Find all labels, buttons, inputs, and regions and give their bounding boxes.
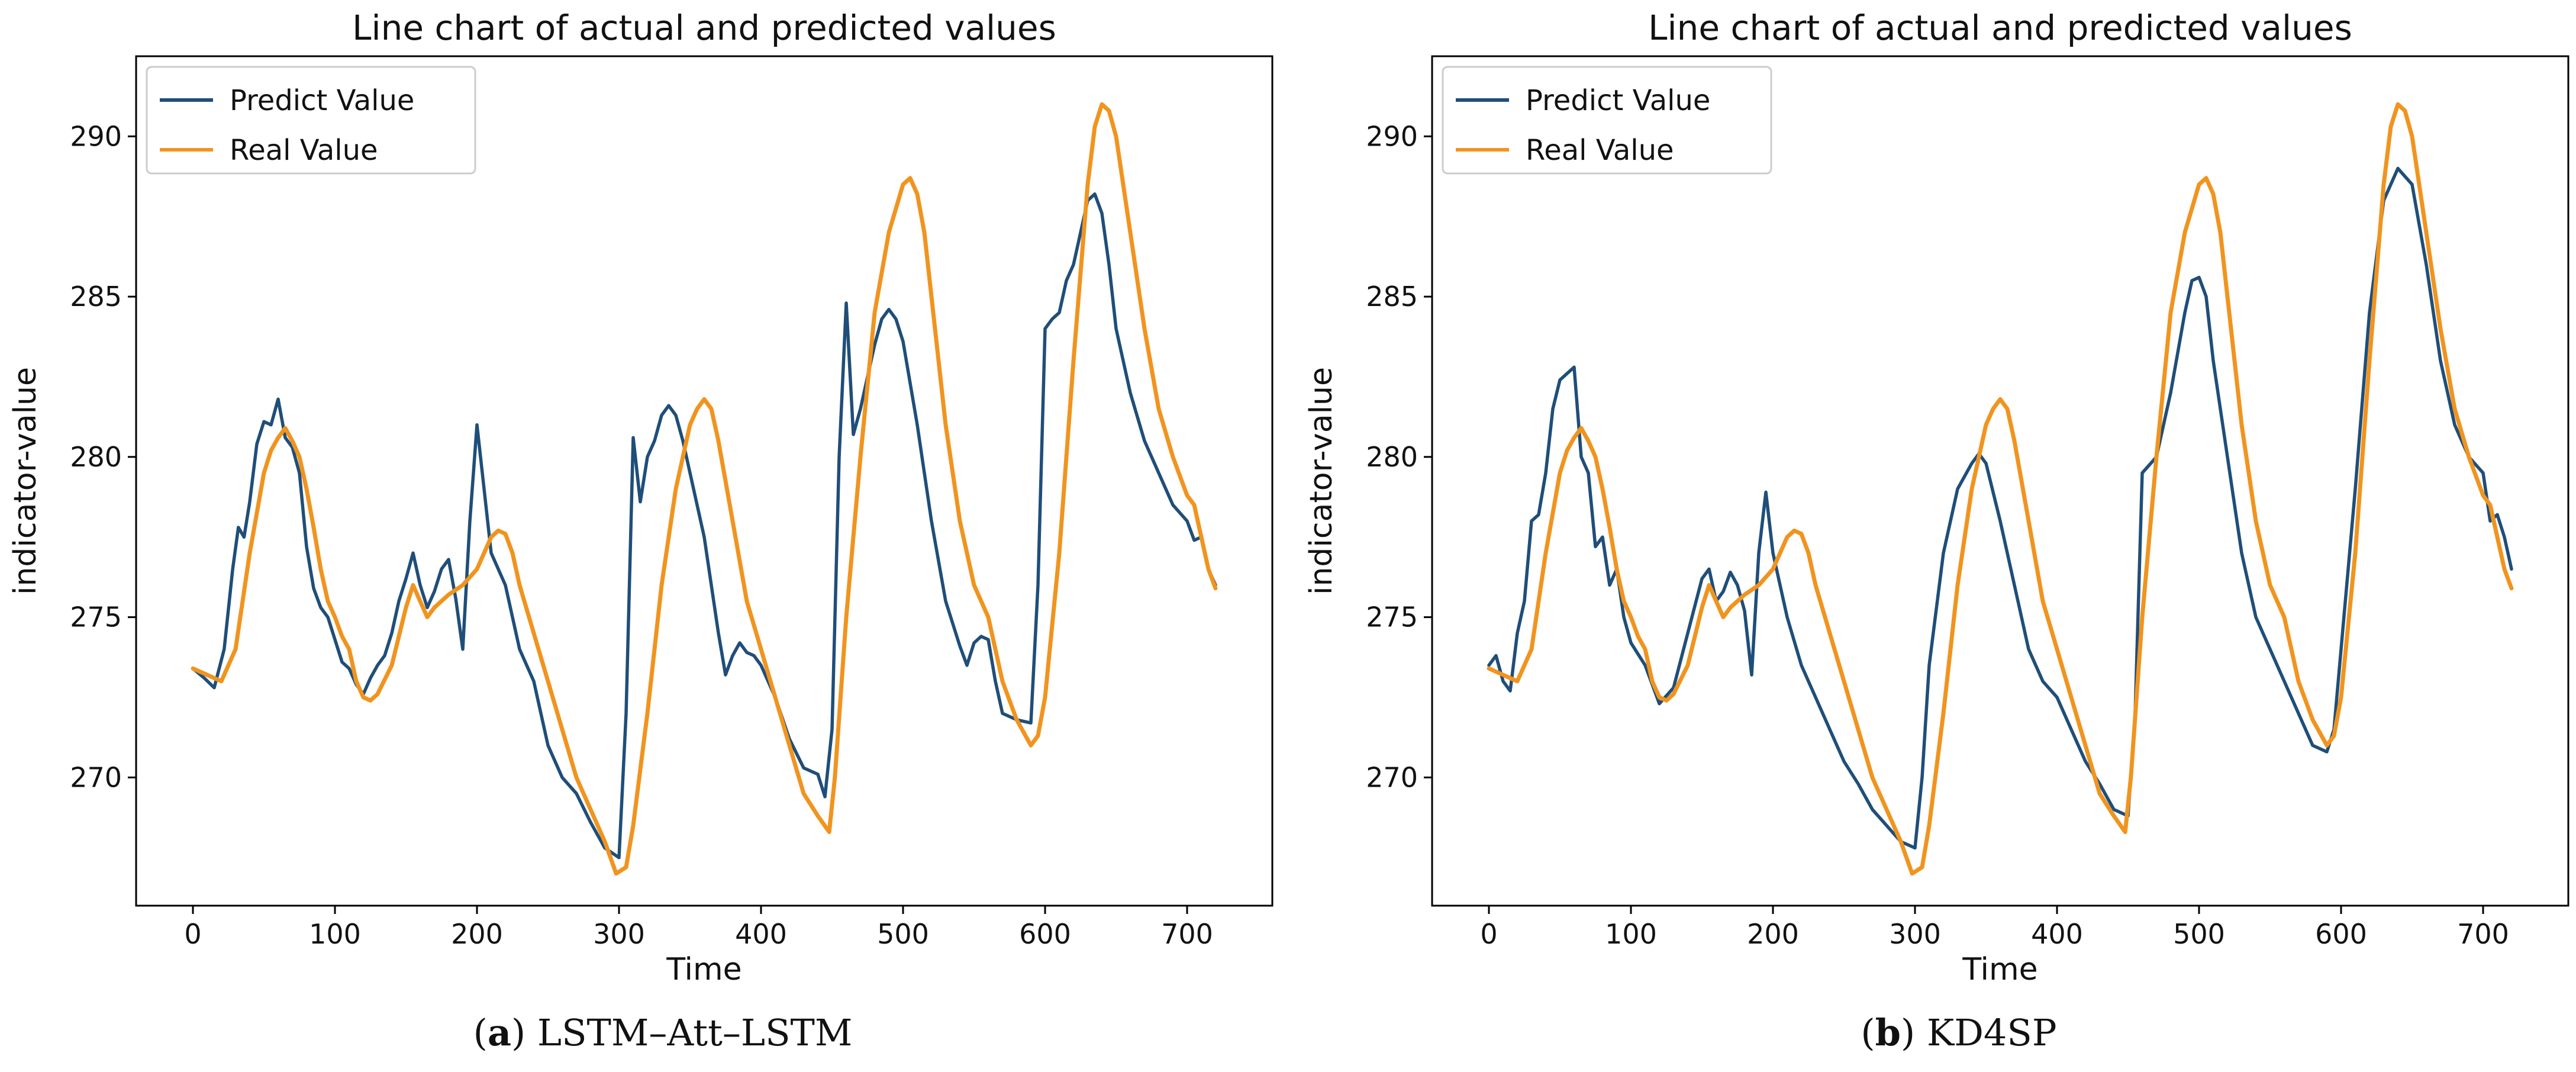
pb-x-tick-label-0: 0 (1480, 918, 1497, 950)
pa-x-tick-label-100: 100 (309, 918, 361, 950)
pa-y-tick-label-275: 275 (70, 601, 122, 633)
pa-x-axis-label: Time (666, 952, 741, 987)
pb-y-tick-label-270: 270 (1366, 761, 1418, 793)
pa-x-tick-label-600: 600 (1019, 918, 1071, 950)
pb-x-tick-label-200: 200 (1747, 918, 1799, 950)
pb-y-tick-label-275: 275 (1366, 601, 1418, 633)
pb-y-tick-label-290: 290 (1366, 120, 1418, 152)
pb-legend-box (1442, 66, 1772, 175)
pb-x-tick-label-600: 600 (2315, 918, 2367, 950)
pb-x-tick-label-400: 400 (2031, 918, 2083, 950)
pa-y-tick-label-285: 285 (70, 281, 122, 313)
pa-y-tick-label-280: 280 (70, 441, 122, 473)
caption-a: (a) LSTM–Att–LSTM (473, 1011, 853, 1054)
pa-y-tick-label-270: 270 (70, 761, 122, 793)
caption-a-text: LSTM–Att–LSTM (525, 1011, 853, 1054)
pa-x-tick-label-400: 400 (735, 918, 787, 950)
pa-x-tick-label-0: 0 (184, 918, 201, 950)
pa-legend-label-real: Real Value (230, 134, 378, 167)
pa-y-tick-label-290: 290 (70, 120, 122, 152)
pb-legend-label-predict: Predict Value (1526, 84, 1710, 117)
pa-plot-frame (135, 55, 1274, 907)
pb-legend-label-real: Real Value (1526, 134, 1674, 167)
pa-series-line-predict (191, 192, 1217, 859)
pb-x-tick-label-500: 500 (2173, 918, 2225, 950)
pa-x-tick-label-700: 700 (1161, 918, 1213, 950)
pa-legend-label-predict: Predict Value (230, 84, 414, 117)
pb-plot-frame (1431, 55, 2569, 907)
pa-legend-box (146, 66, 476, 175)
pb-y-axis-label: indicator-value (1304, 367, 1339, 595)
caption-b-letter: b (1875, 1011, 1901, 1054)
pb-y-tick-label-280: 280 (1366, 441, 1418, 473)
pa-x-tick-label-500: 500 (877, 918, 929, 950)
caption-b-text: KD4SP (1915, 1011, 2057, 1054)
chart-panel-a: Line chart of actual and predicted value… (8, 8, 1274, 987)
pb-chart-title: Line chart of actual and predicted value… (1648, 8, 2352, 48)
pa-y-axis-label: indicator-value (8, 367, 43, 595)
pb-series-line-real (1487, 102, 2514, 876)
pa-series-line-real (191, 102, 1218, 876)
pb-x-tick-label-700: 700 (2457, 918, 2509, 950)
chart-panel-b: Line chart of actual and predicted value… (1304, 8, 2569, 987)
pb-x-axis-label: Time (1962, 952, 2037, 987)
pa-x-tick-label-200: 200 (451, 918, 503, 950)
caption-b: (b) KD4SP (1861, 1011, 2057, 1054)
caption-a-letter: a (487, 1011, 511, 1054)
pa-x-tick-label-300: 300 (593, 918, 645, 950)
pb-x-tick-label-300: 300 (1889, 918, 1941, 950)
pb-x-tick-label-100: 100 (1605, 918, 1657, 950)
pa-chart-title: Line chart of actual and predicted value… (352, 8, 1056, 48)
pb-series-line-predict (1487, 166, 2513, 850)
pb-y-tick-label-285: 285 (1366, 281, 1418, 313)
